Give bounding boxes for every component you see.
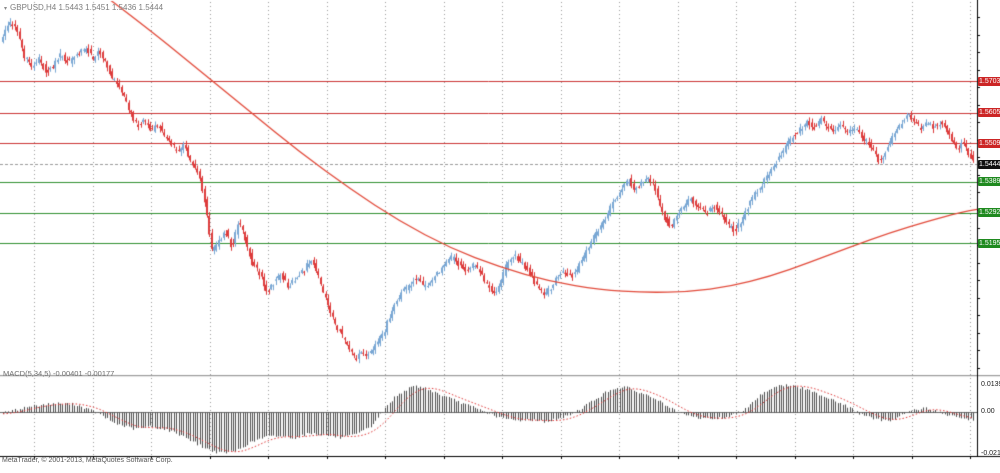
level-price-badge: 1.5703 bbox=[978, 76, 1000, 86]
level-price-badge: 1.5605 bbox=[978, 108, 1000, 118]
level-price-badge: 1.5292 bbox=[978, 208, 1000, 218]
ohlc-values: 1.5443 1.5451 1.5436 1.5444 bbox=[58, 3, 164, 12]
level-price-badge: 1.5195 bbox=[978, 238, 1000, 248]
indicator-name: MACD(5,34,5) bbox=[3, 369, 51, 378]
level-price-badge: 1.5509 bbox=[978, 138, 1000, 148]
symbol-marker-icon: ▾ bbox=[4, 6, 8, 12]
chart-title: ▾ GBPUSD,H4 1.5443 1.5451 1.5436 1.5444 bbox=[4, 3, 163, 12]
indicator-axis-label: 0.01391 bbox=[981, 381, 1000, 389]
indicator-axis-label: -0.02157 bbox=[981, 450, 1000, 457]
level-price-badge: 1.5389 bbox=[978, 177, 1000, 187]
indicator-axis-label: 0.00 bbox=[981, 408, 995, 415]
indicator-values: -0.00401 -0.00177 bbox=[53, 369, 115, 378]
copyright-text: MetaTrader, © 2001-2013, MetaQuotes Soft… bbox=[2, 457, 173, 464]
current-price-badge: 1.5444 bbox=[978, 159, 1000, 169]
indicator-label: MACD(5,34,5) -0.00401 -0.00177 bbox=[3, 369, 114, 378]
symbol-period-label: GBPUSD,H4 bbox=[10, 3, 57, 12]
